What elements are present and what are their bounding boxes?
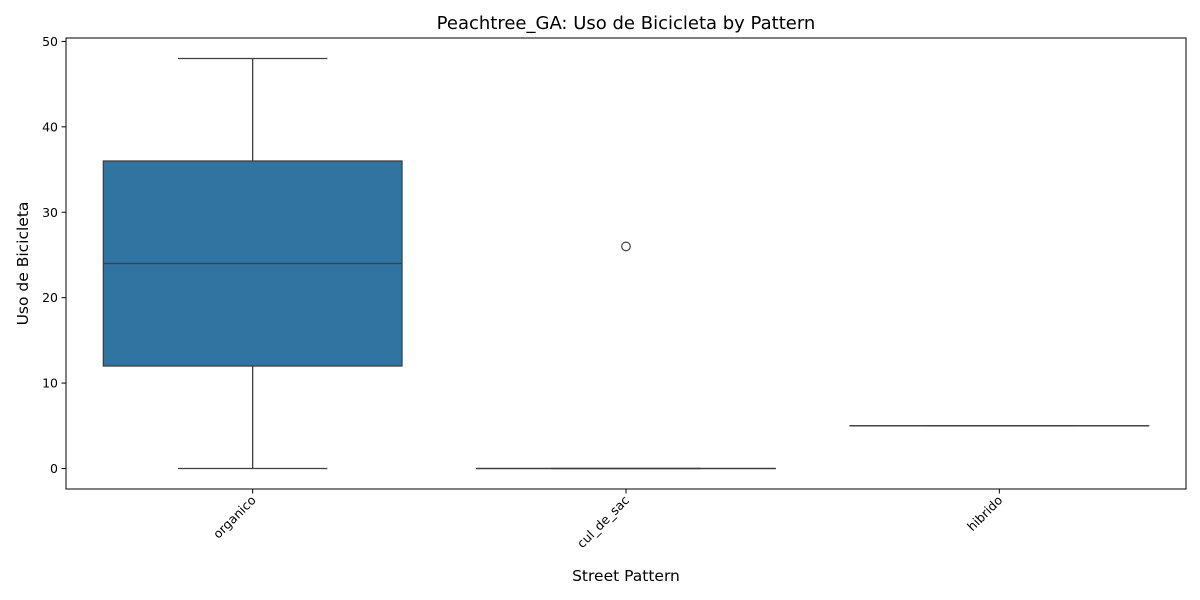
x-axis-label: Street Pattern (572, 567, 680, 585)
y-tick-label-10: 10 (42, 376, 58, 391)
y-axis-label: Uso de Bicicleta (14, 202, 32, 326)
x-tick-label-cul-de-sac: cul_de_sac (574, 492, 632, 550)
y-tick-label-30: 30 (42, 205, 58, 220)
y-tick-label-40: 40 (42, 119, 58, 134)
y-tick-label-0: 0 (50, 461, 58, 476)
x-tick-label-organico: organico (210, 493, 259, 542)
chart-title: Peachtree_GA: Uso de Bicicleta by Patter… (437, 13, 816, 34)
y-tick-label-20: 20 (42, 290, 58, 305)
x-tick-label-hibrido: hibrido (964, 493, 1005, 534)
plot-area: 0 10 20 30 40 50 organico cul_de_sac hibrido (42, 34, 1187, 551)
y-tick-label-50: 50 (42, 34, 58, 49)
outlier-cul-de-sac-0 (621, 241, 631, 252)
